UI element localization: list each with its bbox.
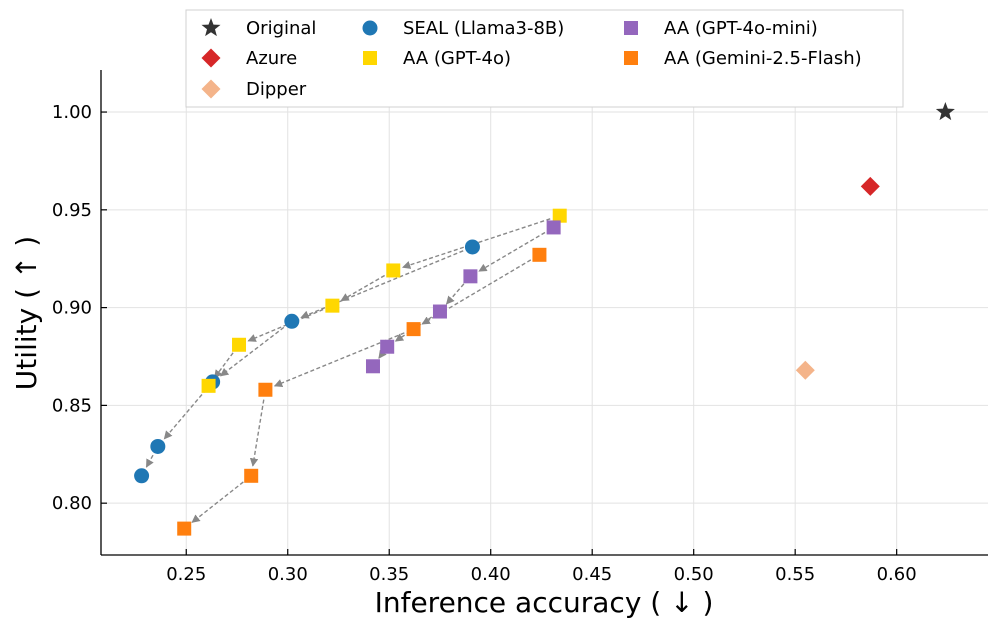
arrow-seal-llama3-8b [145, 454, 154, 468]
point-aa-gpt-4o-mini [365, 359, 380, 374]
legend-marker-aa-gpt-4o-mini [624, 21, 638, 35]
legend-marker-azure [201, 48, 221, 68]
point-aa-gemini-2-5-flash [406, 322, 421, 337]
legend-label-aa-gemini: AA (Gemini-2.5-Flash) [664, 48, 862, 69]
y-tick-label: 1.00 [52, 102, 92, 123]
point-aa-gemini-2-5-flash [258, 382, 273, 397]
legend-label-original: Original [246, 18, 316, 39]
legend-entry-aa-gpt-4o: AA (GPT-4o) [363, 48, 511, 69]
x-tick-label: 0.55 [775, 564, 815, 585]
legend-marker-seal [362, 20, 378, 36]
arrow-aa-gemini-2-5-flash [249, 399, 265, 467]
point-aa-gemini-2-5-flash [244, 468, 259, 483]
ticks: 0.25 0.30 0.35 0.40 0.45 0.50 0.55 0.60 0.80 0.85… [52, 102, 917, 585]
legend-entry-original: Original [201, 18, 316, 39]
point-seal-llama3-8b [150, 438, 166, 454]
arrow-seal-llama3-8b [163, 389, 207, 440]
point-seal-llama3-8b [464, 239, 480, 255]
arrow-seal-llama3-8b [219, 326, 285, 377]
y-tick-label: 0.85 [52, 395, 92, 416]
x-axis-label: Inference accuracy ( ↓ ) [375, 586, 714, 619]
point-aa-gpt-4o [552, 208, 567, 223]
legend-marker-shape [624, 51, 638, 65]
legend-marker-aa-gpt-4o [363, 51, 377, 65]
point-seal-llama3-8b [134, 468, 150, 484]
legend-marker-shape [363, 51, 377, 65]
legend-marker-dipper [201, 79, 221, 99]
y-axis-label: Utility ( ↑ ) [10, 236, 43, 390]
y-tick-label: 0.95 [52, 200, 92, 221]
arrow-aa-gpt-4o-mini [445, 283, 465, 305]
legend-marker-aa-gemini [624, 51, 638, 65]
x-tick-label: 0.35 [369, 564, 409, 585]
x-tick-label: 0.40 [471, 564, 511, 585]
arrow-aa-gpt-4o [340, 274, 385, 302]
arrow-aa-gpt-4o-mini [378, 349, 387, 359]
legend-entry-dipper: Dipper [201, 79, 307, 100]
grid [101, 70, 988, 555]
point-aa-gpt-4o-mini [380, 339, 395, 354]
x-tick-label: 0.30 [268, 564, 308, 585]
legend-entry-aa-gpt-4o-mini: AA (GPT-4o-mini) [624, 18, 818, 39]
legend-entry-aa-gemini: AA (Gemini-2.5-Flash) [624, 48, 862, 69]
legend-marker-shape [624, 21, 638, 35]
x-tick-label: 0.60 [877, 564, 917, 585]
legend-marker-shape [201, 79, 221, 99]
point-seal-llama3-8b [284, 313, 300, 329]
legend-label-seal: SEAL (Llama3-8B) [403, 18, 564, 39]
legend-marker-shape [201, 18, 221, 37]
legend-label-azure: Azure [246, 48, 297, 69]
legend-marker-shape [201, 48, 221, 68]
axes [100, 70, 988, 556]
legend-entry-seal: SEAL (Llama3-8B) [362, 18, 564, 39]
point-aa-gpt-4o-mini [463, 269, 478, 284]
point-aa-gpt-4o-mini [546, 220, 561, 235]
x-tick-label: 0.50 [674, 564, 714, 585]
y-tick-label: 0.90 [52, 298, 92, 319]
point-aa-gpt-4o [201, 378, 216, 393]
legend: Original Azure Dipper SEAL (Llama3-8B) A… [185, 9, 904, 108]
x-tick-label: 0.45 [572, 564, 612, 585]
point-azure [860, 176, 880, 196]
point-aa-gpt-4o [232, 337, 247, 352]
point-aa-gpt-4o [325, 298, 340, 313]
legend-marker-original [201, 18, 221, 37]
point-dipper [795, 360, 815, 380]
legend-label-aa-gpt-4o-mini: AA (GPT-4o-mini) [664, 18, 818, 39]
point-aa-gpt-4o [386, 263, 401, 278]
arrow-aa-gemini-2-5-flash [191, 481, 244, 523]
legend-label-aa-gpt-4o: AA (GPT-4o) [403, 48, 511, 69]
legend-entry-azure: Azure [201, 48, 297, 69]
trajectory-arrows [145, 218, 551, 523]
legend-frame [185, 9, 904, 108]
data-points [134, 102, 955, 536]
legend-marker-shape [362, 20, 378, 36]
point-aa-gemini-2-5-flash [177, 521, 192, 536]
x-tick-label: 0.25 [166, 564, 206, 585]
y-tick-label: 0.80 [52, 493, 92, 514]
arrow-aa-gpt-4o [213, 352, 234, 379]
point-aa-gemini-2-5-flash [532, 247, 547, 262]
point-original [935, 102, 955, 121]
point-aa-gpt-4o-mini [432, 304, 447, 319]
legend-label-dipper: Dipper [246, 79, 307, 100]
